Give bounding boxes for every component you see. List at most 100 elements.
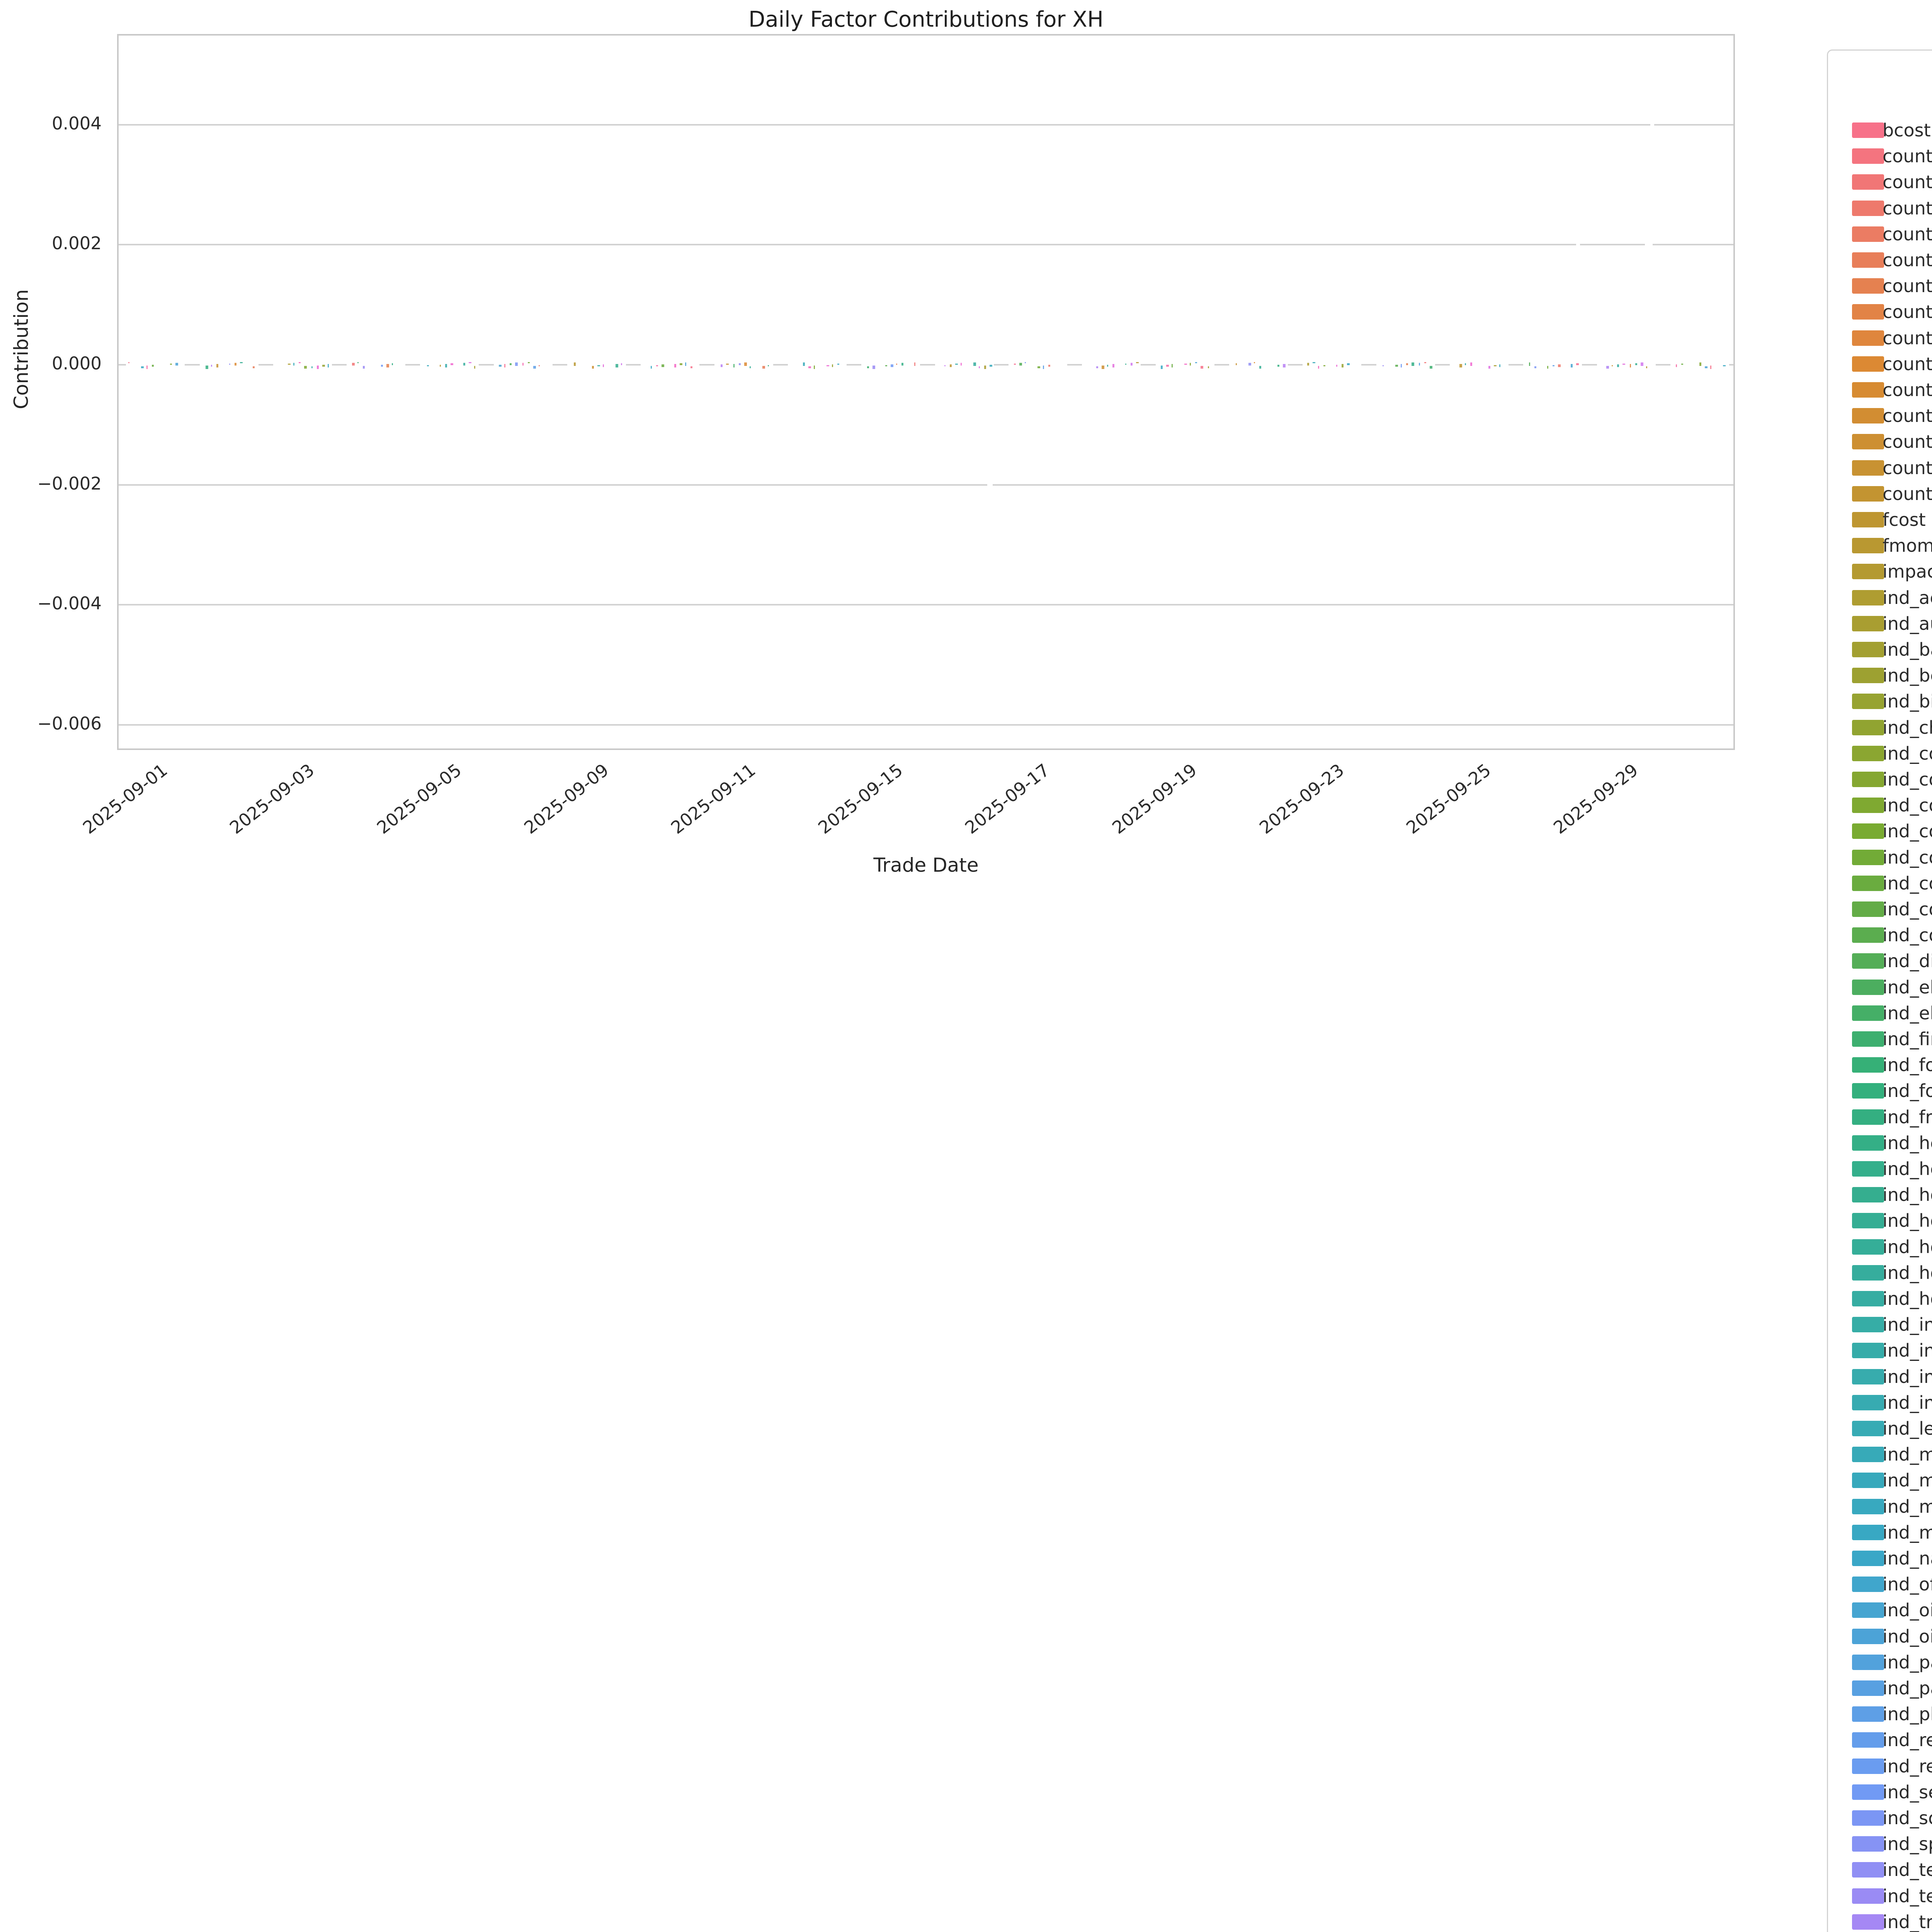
legend-item: ind_oil_gas xyxy=(1828,1597,1932,1623)
bar-segment-mark xyxy=(1406,363,1408,365)
legend-swatch-country_HK xyxy=(1852,200,1884,216)
bar-segment-mark xyxy=(1189,362,1191,366)
bar-segment-mark xyxy=(1342,364,1344,367)
legend-label: ind_communications_equipment xyxy=(1883,795,1932,816)
y-tick-label: 0.000 xyxy=(52,353,102,374)
legend-item: ind_hotels_entertainment xyxy=(1828,1234,1932,1260)
legend-item: fcost xyxy=(1828,507,1932,533)
legend-item: ind_healthcare_equipment_supplies xyxy=(1828,1130,1932,1156)
legend-item: country_CN xyxy=(1828,169,1932,195)
legend-label: ind_electric_utilities_ipps xyxy=(1883,976,1932,998)
legend-label: ind_construction_engineering xyxy=(1883,847,1932,868)
legend-swatch-ind_insurance xyxy=(1852,1343,1884,1359)
bar-segment-mark xyxy=(1611,365,1613,366)
bar-segment-mark xyxy=(1166,364,1169,367)
legend-item: ind_aerospace_defense xyxy=(1828,585,1932,611)
bar-segment-mark xyxy=(381,364,383,367)
legend-swatch-ind_transportation_infrastructure xyxy=(1852,1914,1884,1930)
legend-item: country_TH xyxy=(1828,429,1932,455)
bar-segment-mark xyxy=(363,366,365,369)
bar-segment-mark xyxy=(311,366,313,368)
bar-segment-mark xyxy=(1171,364,1173,367)
legend-swatch-country_KR xyxy=(1852,304,1884,320)
bar-segment-mark xyxy=(885,365,888,366)
legend-label: ind_commercial_services_supplies xyxy=(1883,769,1932,790)
bar-segment-mark xyxy=(357,362,359,363)
bar-segment-mark xyxy=(451,363,454,365)
legend-swatch-ind_metals_mining xyxy=(1852,1498,1884,1514)
bar-segment-mark xyxy=(989,364,992,367)
gridline xyxy=(119,604,1733,606)
bar-2025-09-22 xyxy=(1229,362,1288,367)
bar-segment-mark xyxy=(1195,362,1197,363)
bar-segment-mark xyxy=(1534,366,1537,368)
bar-segment-mark xyxy=(1200,366,1203,369)
legend-item: ind_real_estate_operations xyxy=(1828,1727,1932,1753)
bar-segment-mark xyxy=(1400,364,1402,367)
legend-swatch-ind_natural_gas_utilities xyxy=(1852,1551,1884,1566)
legend-label: ind_aerospace_defense xyxy=(1883,587,1932,608)
legend-item: ind_holding_companies xyxy=(1828,1182,1932,1208)
bar-segment-mark xyxy=(205,365,208,369)
legend-item: ind_semiconductors xyxy=(1828,1779,1932,1805)
bar-segment-mark xyxy=(298,362,301,363)
bar-segment-mark xyxy=(814,365,815,369)
bar-segment-mark xyxy=(680,363,683,365)
legend-swatch-ind_freight_logistics xyxy=(1852,1109,1884,1125)
bar-segment-mark xyxy=(984,365,986,369)
bar-segment-mark xyxy=(463,362,466,366)
legend-item: ind_coal xyxy=(1828,740,1932,767)
bar-segment-mark xyxy=(304,366,307,369)
legend-item: ind_construction_engineering xyxy=(1828,844,1932,871)
legend-label: country_IN xyxy=(1883,250,1932,270)
legend-label: country_TW xyxy=(1883,457,1932,478)
bar-segment-mark xyxy=(1411,362,1414,366)
legend-label: ind_media_publishing xyxy=(1883,1470,1932,1491)
legend-swatch-ind_diversified_retail xyxy=(1852,953,1884,969)
bar-segment-mark xyxy=(1529,362,1531,366)
legend-item: ind_electronic_equipment xyxy=(1828,1000,1932,1026)
bar-segment-mark xyxy=(651,366,652,369)
bar-segment-mark xyxy=(662,364,665,367)
bar-segment-mark xyxy=(1395,364,1398,367)
bar-segment-mark xyxy=(1640,362,1643,366)
legend-item: bcost xyxy=(1828,117,1932,143)
bar-segment-mark xyxy=(1136,362,1139,363)
bar-segment-mark xyxy=(1675,364,1677,367)
bar-segment-mark xyxy=(392,363,393,365)
y-tick-label: −0.004 xyxy=(37,593,102,614)
bar-segment-mark xyxy=(690,366,693,368)
legend-item: ind_telecommunications_serices xyxy=(1828,1857,1932,1883)
bar-segment-mark xyxy=(1622,363,1625,365)
bar-segment-mark xyxy=(240,362,243,363)
legend-swatch-ind_office_equipment xyxy=(1852,1577,1884,1592)
legend-swatch-bcost xyxy=(1852,122,1884,138)
x-tick-label: 2025-09-23 xyxy=(1255,760,1348,838)
bar-segment-mark xyxy=(1248,362,1251,366)
bar-segment-mark xyxy=(891,364,894,367)
gridline-gap-mark xyxy=(1650,122,1654,127)
legend-swatch-ind_real_estate_operations xyxy=(1852,1732,1884,1748)
bar-segment-mark xyxy=(1617,364,1619,367)
bar-segment-mark xyxy=(509,363,512,365)
legend-label: ind_telecommunications_serices xyxy=(1883,1859,1932,1881)
x-tick-label: 2025-09-03 xyxy=(226,760,318,838)
legend-label: ind_specialty_reatil xyxy=(1883,1833,1932,1855)
gridline-gap-mark xyxy=(1576,242,1580,247)
bar-2025-09-26 xyxy=(1523,362,1582,367)
bar-segment-mark xyxy=(128,362,130,363)
bar-segment-mark xyxy=(656,365,658,366)
bar-segment-mark xyxy=(1318,366,1320,369)
legend-label: ind_consumer_goods_conglomerates xyxy=(1883,899,1932,920)
legend-item: ind_paper_forestry xyxy=(1828,1649,1932,1675)
legend-item: ind_leisure_products xyxy=(1828,1415,1932,1442)
bar-segment-mark xyxy=(726,363,729,365)
legend-swatch-ind_electric_utilities_ipps xyxy=(1852,979,1884,995)
legend-swatch-ind_consumer_goods_conglomerates xyxy=(1852,901,1884,917)
legend-item: country_NZ xyxy=(1828,351,1932,377)
legend-swatch-ind_oil_gas xyxy=(1852,1602,1884,1618)
y-axis-label: Contribution xyxy=(10,289,32,409)
legend-label: ind_machinery xyxy=(1883,1444,1932,1465)
legend-label: ind_beverages xyxy=(1883,665,1932,686)
bar-segment-mark xyxy=(527,362,530,363)
